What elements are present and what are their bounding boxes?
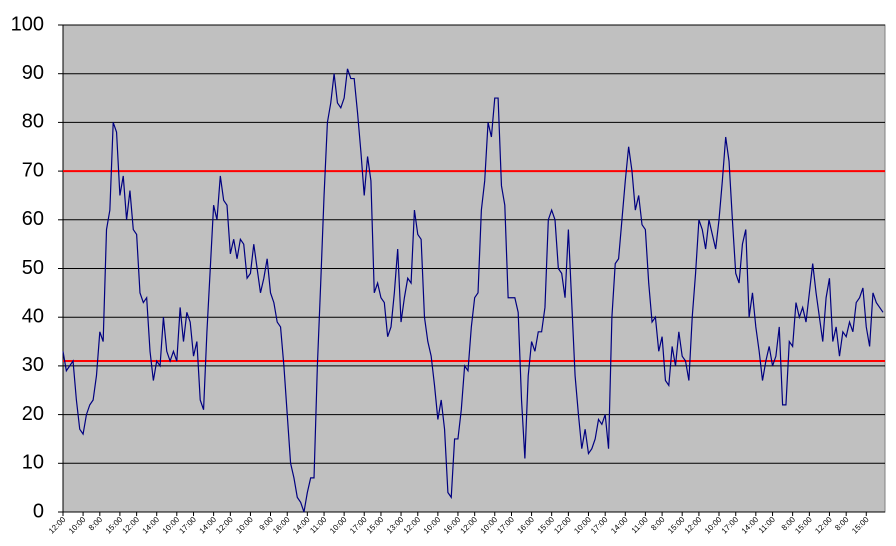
x-tick-label: 14:00 [197,515,218,536]
x-tick-label: 17:00 [348,515,369,536]
x-tick-label: 17:00 [589,515,610,536]
x-tick-label: 11:00 [308,515,328,535]
y-tick-label: 0 [33,500,44,522]
x-tick-label: 11:00 [630,515,650,535]
x-tick-label: 16:00 [442,515,463,536]
x-tick-label: 10:00 [67,515,88,536]
x-tick-label: 17:00 [495,515,516,536]
x-tick-label: 14:00 [740,515,761,536]
x-tick-label: 12:00 [121,515,142,536]
x-tick-label: 12:00 [402,515,423,536]
x-tick-label: 16:00 [515,515,536,536]
x-tick-label: 16:00 [271,515,292,536]
x-tick-label: 15:00 [793,515,814,536]
y-tick-label: 30 [22,354,44,376]
x-tick-label: 12:00 [813,515,834,536]
x-tick-label: 17:00 [177,515,198,536]
y-tick-label: 40 [22,305,44,327]
x-tick-label: 15:00 [666,515,687,536]
x-tick-label: 12:00 [459,515,480,536]
x-tick-label: 10:00 [422,515,443,536]
x-tick-label: 10:00 [572,515,593,536]
x-tick-label: 15:00 [365,515,386,536]
x-tick-label: 12:00 [47,515,68,536]
y-tick-label: 90 [22,62,44,84]
x-tick-label: 15:00 [104,515,125,536]
y-tick-label: 70 [22,159,44,181]
x-tick-label: 12:00 [683,515,704,536]
x-tick-label: 14:00 [141,515,162,536]
x-tick-label: 10:00 [161,515,182,536]
x-tick-label: 8:00 [649,515,667,533]
x-tick-label: 10:00 [234,515,255,536]
x-tick-label: 13:00 [385,515,406,536]
x-tick-label: 17:00 [720,515,741,536]
x-tick-label: 12:00 [214,515,235,536]
y-tick-label: 10 [22,452,44,474]
data-line [62,68,884,513]
x-tick-label: 11:00 [757,515,777,535]
y-tick-label: 100 [11,13,44,35]
x-tick-label: 14:00 [291,515,312,536]
y-tick-label: 80 [22,111,44,133]
x-tick-label: 15:00 [850,515,871,536]
x-tick-label: 10:00 [479,515,500,536]
x-tick-label: 10:00 [703,515,724,536]
y-tick-label: 60 [22,208,44,230]
x-tick-label: 10:00 [328,515,349,536]
x-tick-label: 8:00 [833,515,851,533]
x-tick-label: 12:00 [552,515,573,536]
x-tick-label: 15:00 [536,515,557,536]
y-tick-label: 50 [22,257,44,279]
x-tick-label: 8:00 [87,515,105,533]
y-tick-label: 20 [22,403,44,425]
x-tick-label: 14:00 [609,515,630,536]
